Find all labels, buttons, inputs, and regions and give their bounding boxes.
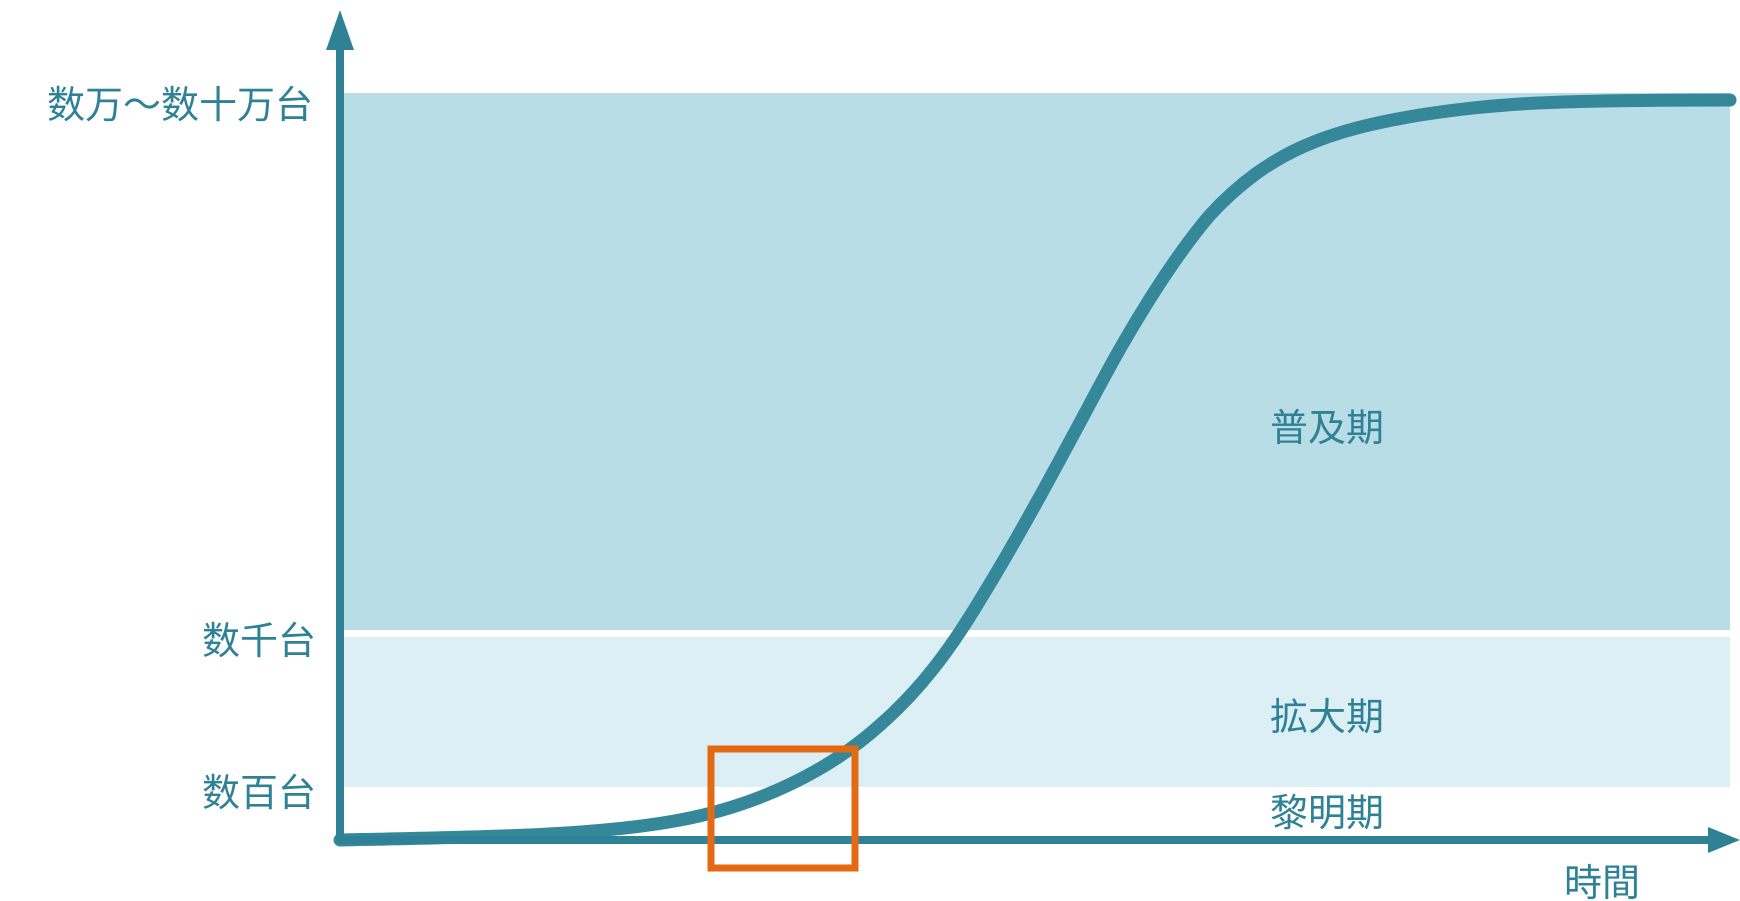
spread-phase-band	[340, 93, 1730, 630]
y-axis-arrowhead	[326, 10, 354, 50]
y-level-label-thousands: 数千台	[202, 619, 316, 663]
x-axis-arrowhead	[1708, 827, 1740, 853]
y-level-label-hundreds: 数百台	[202, 771, 316, 815]
x-axis-label: 時間	[1564, 861, 1640, 901]
phase-label-spread: 普及期	[1270, 406, 1384, 450]
expansion-phase-band	[340, 637, 1730, 787]
phase-label-dawn: 黎明期	[1270, 791, 1384, 835]
y-level-label-top: 数万～数十万台	[47, 83, 313, 127]
highlight-box	[707, 745, 859, 872]
phase-label-expansion: 拡大期	[1270, 695, 1384, 739]
adoption-s-curve	[333, 93, 1737, 847]
